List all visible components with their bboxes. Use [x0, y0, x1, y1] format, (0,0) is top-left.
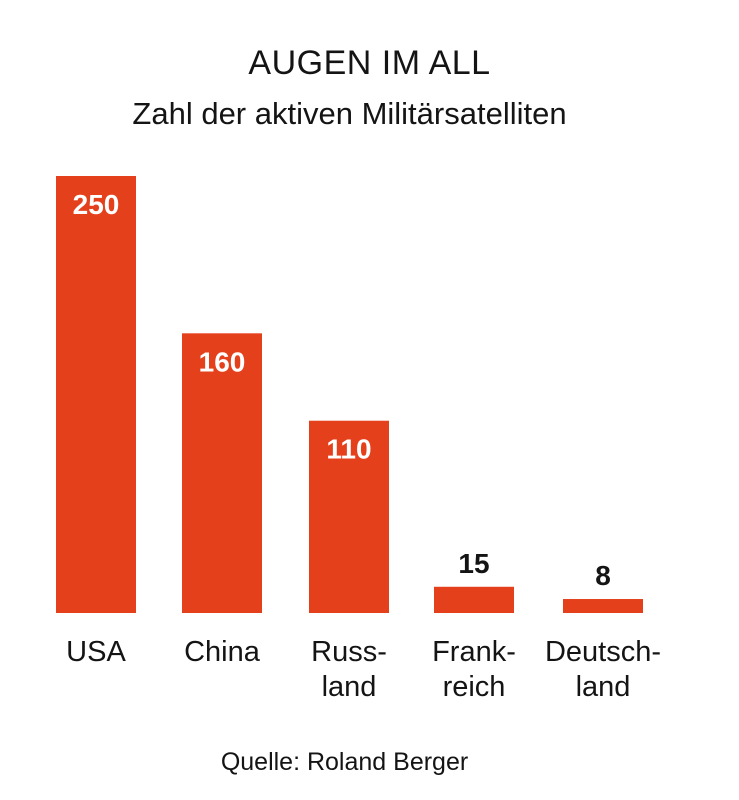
- bar-frankreich: [434, 586, 514, 613]
- bar-russland: [309, 420, 389, 613]
- category-label-deutschland: Deutsch-land: [545, 636, 661, 703]
- bar-deutschland: [563, 599, 643, 613]
- category-label-frankreich: Frank-reich: [432, 636, 516, 703]
- value-label-deutschland: 8: [595, 560, 611, 591]
- chart-title: AUGEN IM ALL: [248, 44, 491, 82]
- category-label-usa: USA: [66, 636, 126, 668]
- bar-china: [182, 333, 262, 613]
- value-label-usa: 250: [73, 189, 120, 220]
- value-label-china: 160: [199, 346, 246, 377]
- value-label-russland: 110: [326, 434, 371, 465]
- bar-usa: [56, 176, 136, 613]
- category-label-russland: Russ-land: [311, 636, 387, 703]
- value-label-frankreich: 15: [458, 548, 489, 579]
- source-note: Quelle: Roland Berger: [220, 748, 469, 776]
- category-label-china: China: [184, 636, 261, 668]
- chart-subtitle: Zahl der aktiven Militärsatelliten: [132, 96, 567, 131]
